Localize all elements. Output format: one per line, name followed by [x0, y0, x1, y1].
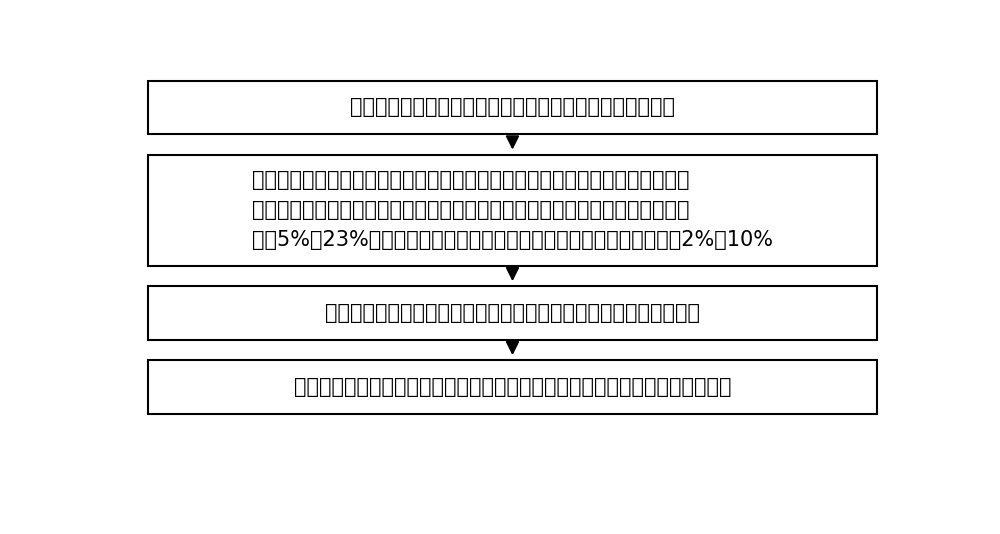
Text: 将所述第二中间产物投入到密炼机中第二次密炼，得到第三中间产物: 将所述第二中间产物投入到密炼机中第二次密炼，得到第三中间产物 — [325, 303, 700, 323]
Bar — [148, 360, 877, 414]
Bar — [148, 81, 877, 134]
Text: 向所述第一中间产物中加入与所述母料的形变温度的取值范围相同随温度变化的
变色颜料和辅料，得到第二中间产物，其中，所述辅料的添加量为所述母料的质
量的5%～23%: 向所述第一中间产物中加入与所述母料的形变温度的取值范围相同随温度变化的 变色颜料… — [252, 170, 773, 250]
Bar — [148, 286, 877, 340]
Bar — [148, 154, 877, 265]
Text: 将所述母料投入至密炼机中第一次密炼，得到第一中间产物: 将所述母料投入至密炼机中第一次密炼，得到第一中间产物 — [350, 97, 675, 117]
Text: 所述第三中间产物进行硫化后制得所述指示变形温度的温感变色形状记忆性材料: 所述第三中间产物进行硫化后制得所述指示变形温度的温感变色形状记忆性材料 — [294, 377, 731, 397]
